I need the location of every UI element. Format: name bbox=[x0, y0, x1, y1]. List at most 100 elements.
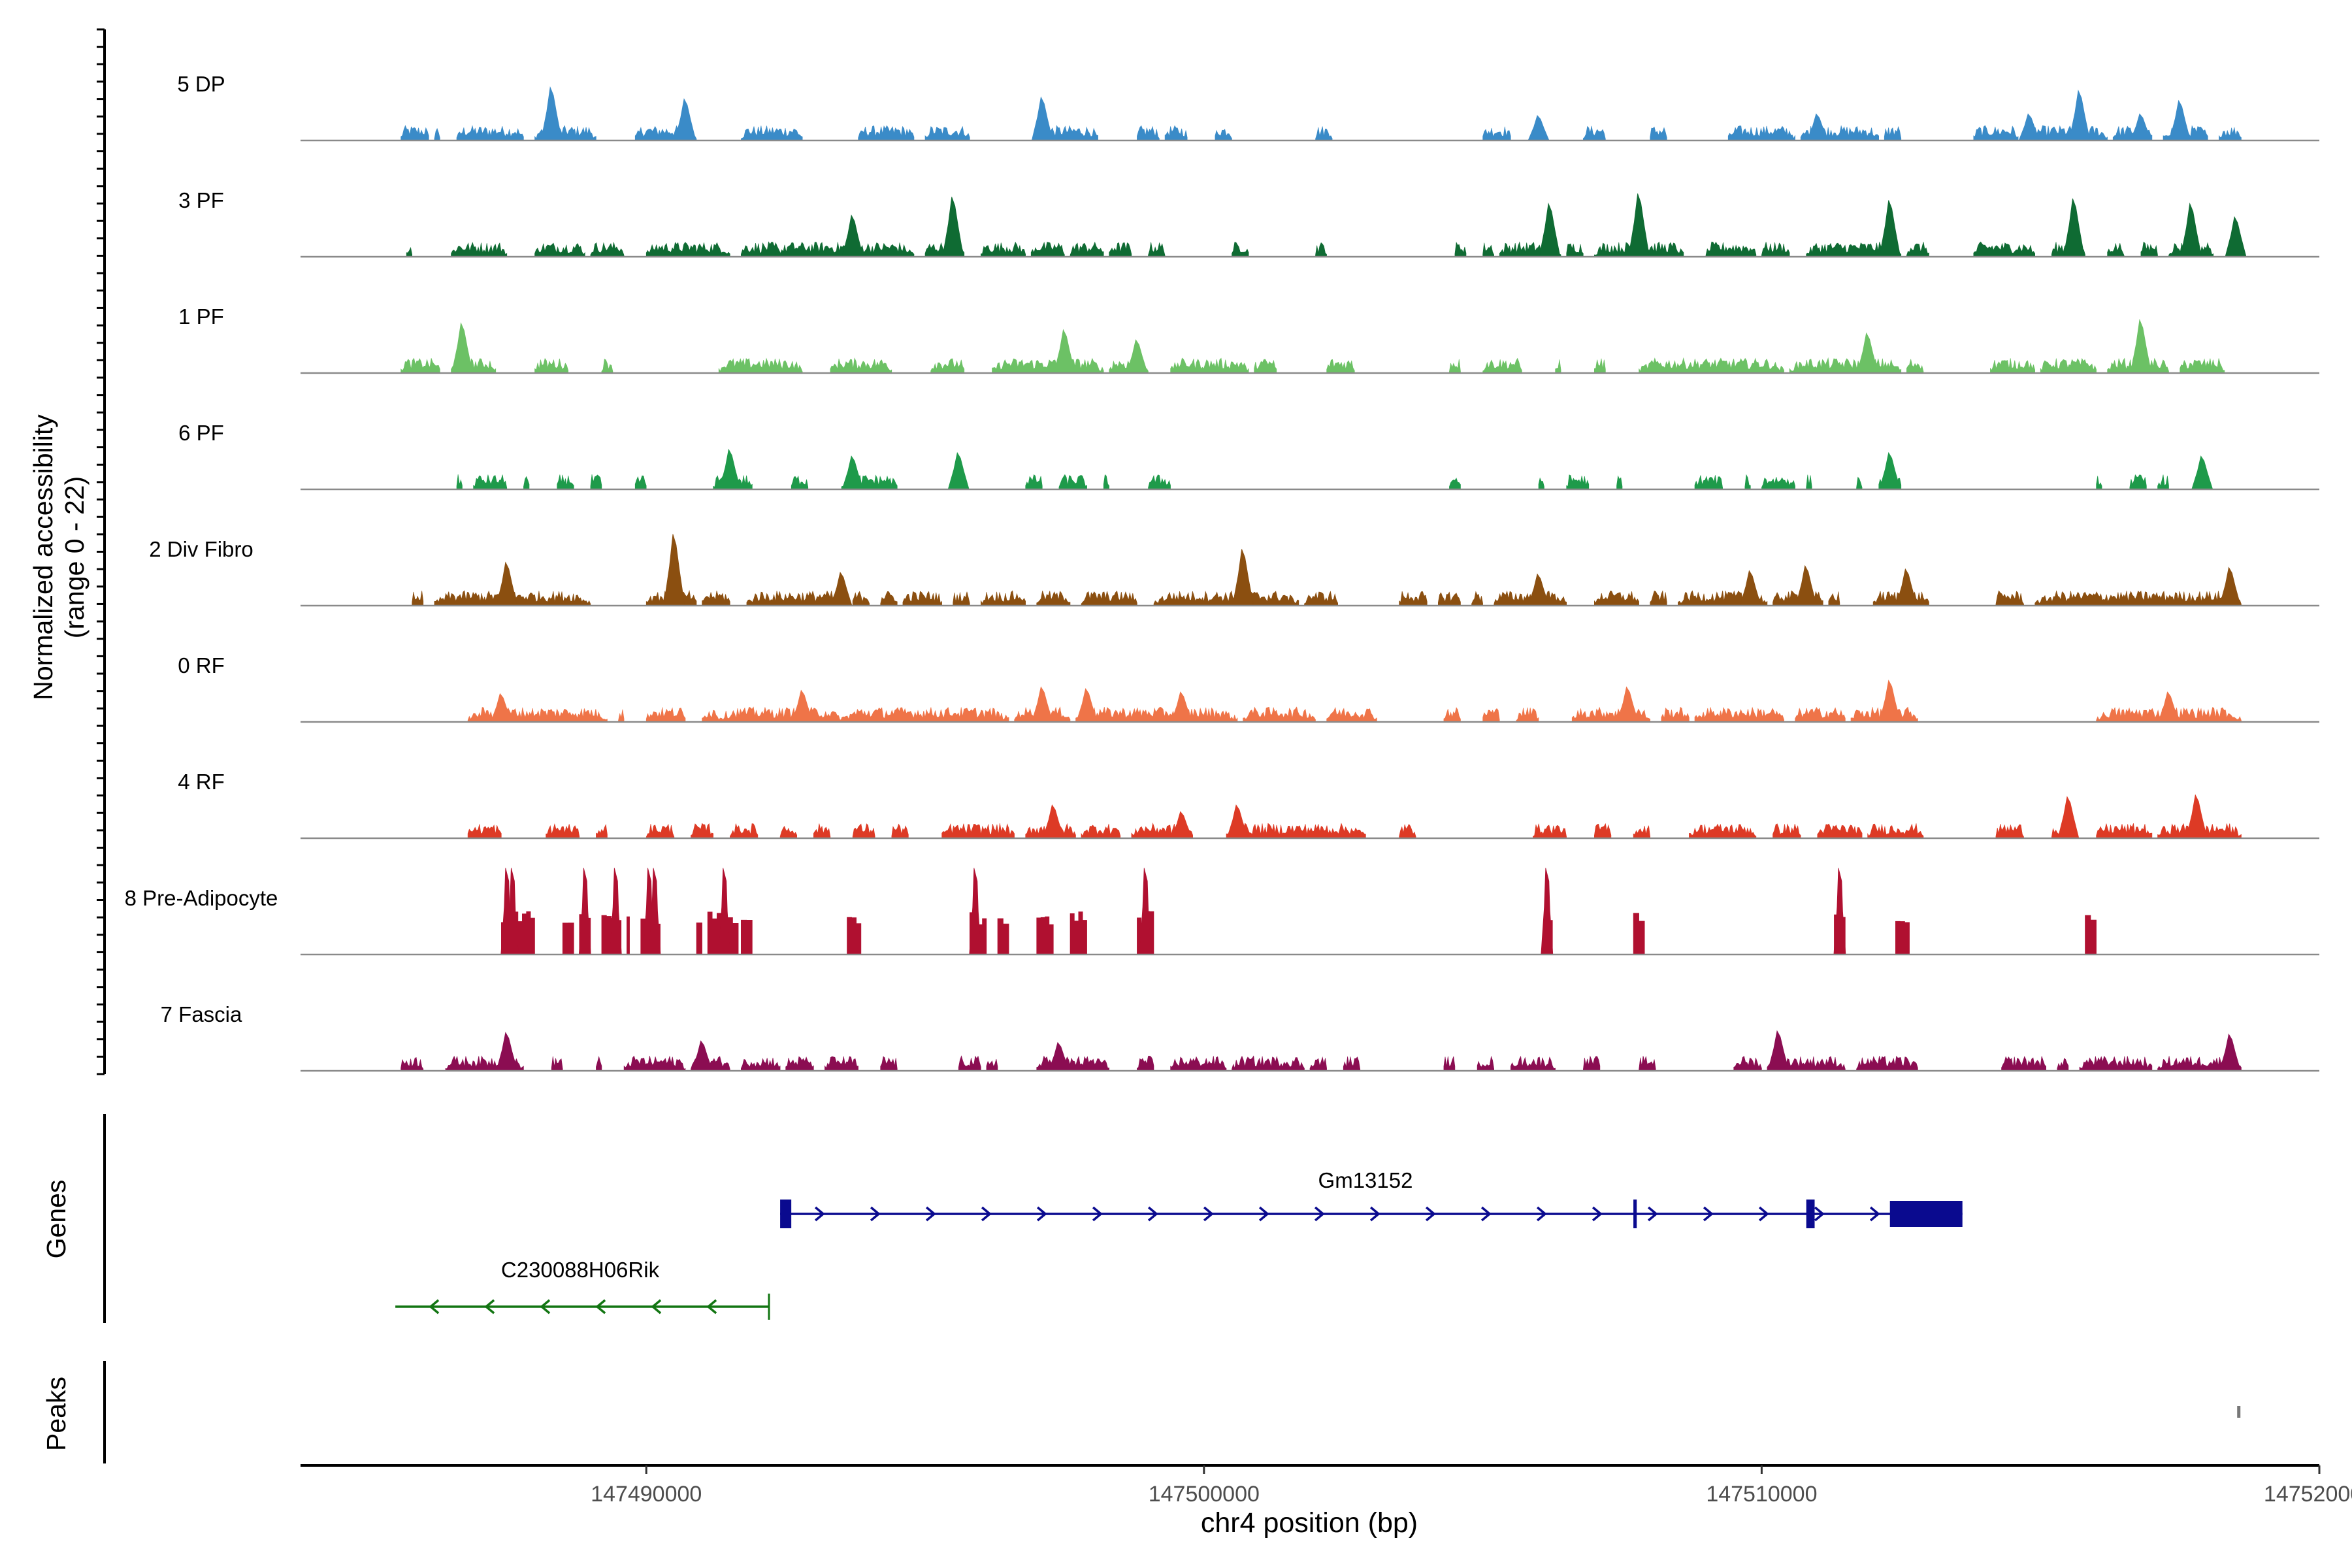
coverage-peak bbox=[2018, 113, 2040, 141]
coverage-peak bbox=[674, 98, 696, 141]
track-label: 6 PF bbox=[178, 421, 224, 445]
coverage-peak bbox=[1879, 200, 1901, 257]
coverage-area bbox=[2034, 590, 2242, 606]
coverage-area bbox=[702, 591, 730, 606]
coverage-peak bbox=[1048, 1041, 1070, 1071]
coverage-area bbox=[1511, 1056, 1556, 1071]
track-8-pre-adipocyte: 8 Pre-Adipocyte bbox=[125, 868, 2319, 956]
coverage-area bbox=[523, 476, 530, 490]
track-0-rf: 0 RF bbox=[178, 653, 2319, 723]
coverage-area bbox=[596, 824, 608, 839]
coverage-area bbox=[534, 242, 585, 257]
track-label: 1 PF bbox=[178, 304, 224, 329]
coverage-area bbox=[785, 1056, 814, 1071]
coverage-area bbox=[1555, 359, 1561, 374]
coverage-area bbox=[623, 1055, 686, 1071]
coverage-area bbox=[813, 823, 831, 839]
strand-arrow bbox=[1147, 1206, 1158, 1222]
coverage-peak bbox=[578, 868, 591, 955]
track-label: 4 RF bbox=[178, 770, 225, 794]
y-axis-label-line1: Normalized accessibility bbox=[28, 414, 58, 700]
coverage-area bbox=[1153, 590, 1299, 606]
coverage-area bbox=[830, 357, 892, 374]
coverage-area bbox=[1449, 478, 1461, 490]
coverage-peak bbox=[830, 572, 853, 606]
coverage-area bbox=[1438, 591, 1461, 606]
coverage-area bbox=[1594, 591, 1639, 606]
coverage-peak bbox=[719, 448, 741, 490]
coverage-area bbox=[1566, 243, 1584, 257]
coverage-area bbox=[1070, 911, 1087, 955]
coverage-area bbox=[981, 590, 1026, 606]
coverage-peak bbox=[2225, 216, 2247, 257]
coverage-area bbox=[473, 474, 508, 490]
coverage-area bbox=[400, 357, 440, 374]
coverage-area bbox=[1137, 1056, 1154, 1071]
peak-mark bbox=[2237, 1406, 2241, 1418]
coverage-area bbox=[590, 474, 602, 490]
strand-arrow bbox=[1869, 1206, 1880, 1222]
coverage-peak bbox=[2219, 566, 2241, 606]
coverage-area bbox=[1315, 242, 1327, 257]
coverage-area bbox=[590, 242, 625, 257]
coverage-area bbox=[1973, 125, 2019, 141]
coverage-area bbox=[546, 823, 580, 839]
coverage-area bbox=[1454, 241, 1467, 257]
coverage-area bbox=[1616, 475, 1623, 490]
coverage-area bbox=[1036, 1055, 1109, 1071]
coverage-area bbox=[1170, 357, 1249, 374]
exon bbox=[1889, 1201, 1963, 1227]
coverage-peak bbox=[2063, 198, 2085, 257]
coverage-area bbox=[1232, 242, 1249, 257]
coverage-peak bbox=[1539, 202, 1561, 257]
coverage-area bbox=[557, 474, 574, 490]
coverage-area bbox=[467, 824, 502, 839]
coverage-area bbox=[2057, 1058, 2069, 1071]
coverage-area bbox=[1973, 241, 2035, 257]
coverage-peak bbox=[1806, 113, 1829, 141]
coverage-area bbox=[941, 823, 1015, 839]
coverage-area bbox=[551, 1056, 563, 1071]
coverage-area bbox=[1795, 707, 1846, 723]
x-tick-label: 147500000 bbox=[1149, 1482, 1260, 1507]
coverage-area bbox=[1070, 241, 1104, 257]
coverage-peak bbox=[2219, 1033, 2241, 1071]
coverage-area bbox=[741, 1057, 781, 1071]
coverage-area bbox=[618, 709, 625, 723]
coverage-area bbox=[1025, 474, 1043, 490]
coverage-peak bbox=[1126, 339, 1148, 374]
coverage-area bbox=[456, 125, 524, 141]
coverage-area bbox=[986, 1058, 998, 1071]
coverage-area bbox=[953, 591, 970, 606]
coverage-peak bbox=[1857, 332, 1879, 374]
coverage-area bbox=[1990, 358, 2035, 374]
coverage-area bbox=[1243, 706, 1316, 723]
coverage-area bbox=[1516, 707, 1539, 723]
coverage-area bbox=[596, 1056, 602, 1071]
coverage-peak bbox=[451, 322, 473, 374]
coverage-area bbox=[1315, 126, 1333, 141]
coverage-area bbox=[992, 357, 1104, 374]
strand-arrow bbox=[1425, 1206, 1436, 1222]
coverage-peak bbox=[2130, 113, 2152, 141]
coverage-area bbox=[880, 1056, 898, 1071]
strand-arrow bbox=[1536, 1206, 1547, 1222]
coverage-area bbox=[1081, 591, 1137, 606]
genes-layer: Gm13152 C230088H06Rik bbox=[395, 1168, 1963, 1320]
track-5-dp: 5 DP bbox=[177, 72, 2319, 142]
peaks-panel-label: Peaks bbox=[41, 1377, 71, 1451]
coverage-peak bbox=[718, 868, 731, 955]
track-7-fascia: 7 Fascia bbox=[161, 1002, 2319, 1072]
coverage-area bbox=[1806, 474, 1812, 490]
coverage-area bbox=[1109, 242, 1132, 257]
coverage-area bbox=[1164, 125, 1188, 141]
coverage-area bbox=[534, 358, 568, 374]
coverage-peak bbox=[791, 689, 813, 723]
coverage-peak bbox=[1895, 568, 1918, 606]
coverage-area bbox=[847, 917, 862, 955]
coverage-area bbox=[645, 823, 675, 839]
coverage-area bbox=[741, 125, 803, 141]
coverage-area bbox=[2219, 127, 2242, 141]
coverage-area bbox=[2001, 1056, 2046, 1071]
coverage-area bbox=[1689, 823, 1757, 839]
